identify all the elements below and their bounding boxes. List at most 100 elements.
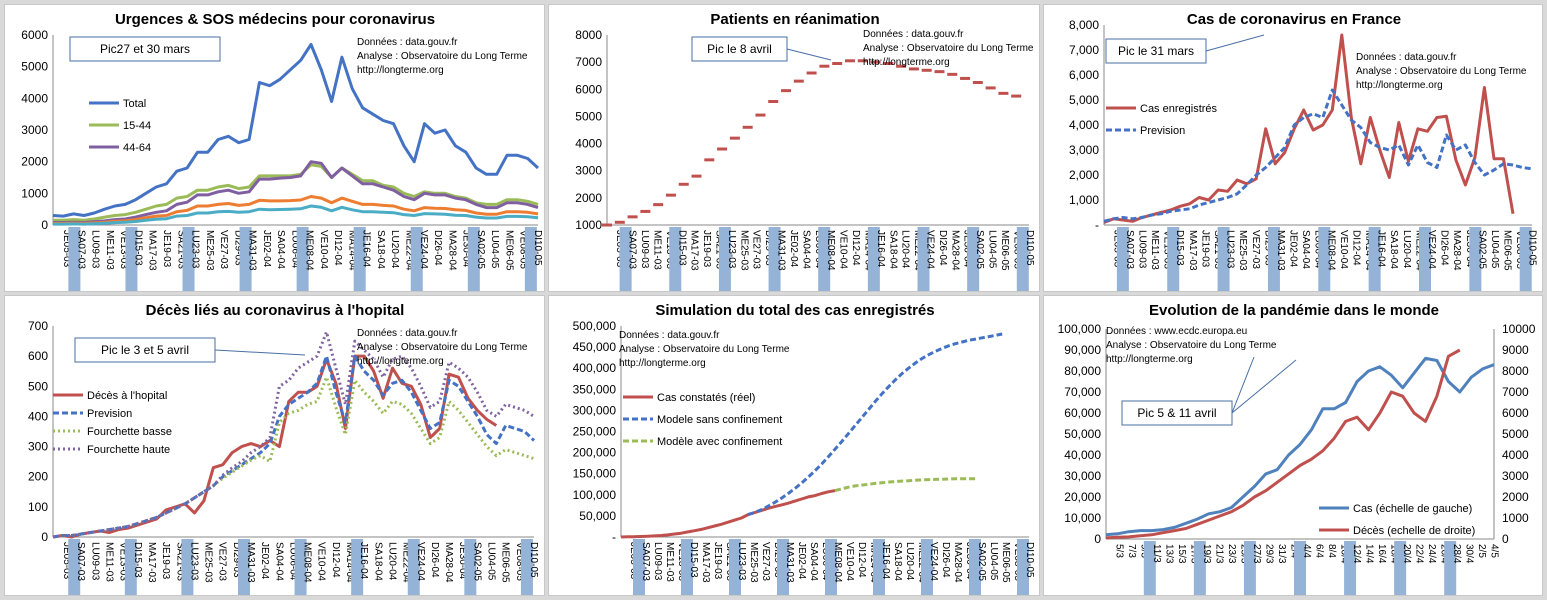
x-tick-label: 23/3 bbox=[1226, 544, 1237, 564]
series-line bbox=[747, 332, 1003, 517]
x-tick-label: VE24-04 bbox=[1426, 230, 1437, 269]
x-tick-label: 20/4 bbox=[1401, 544, 1412, 564]
y-tick-label: 20,000 bbox=[1064, 490, 1101, 504]
y-tick-label: 6,000 bbox=[1069, 68, 1099, 82]
source-note: http://longterme.org bbox=[357, 65, 444, 76]
y-tick-label: 100 bbox=[28, 500, 48, 514]
x-tick-label: SA07-03 bbox=[627, 230, 638, 269]
y-tick-label: 100,000 bbox=[1058, 322, 1102, 336]
x-tick-label: VE08-05 bbox=[518, 230, 529, 269]
x-label-highlight bbox=[181, 539, 194, 595]
x-tick-label: MA31-03 bbox=[776, 230, 787, 271]
x-tick-label: JE05-03 bbox=[1111, 230, 1122, 268]
y-tick-label: 450,000 bbox=[573, 340, 617, 354]
source-note: Analyse : Observatoire du Long Terme bbox=[1106, 340, 1277, 351]
x-tick-label: 15/3 bbox=[1176, 544, 1187, 564]
x-tick-label: 31/3 bbox=[1276, 544, 1287, 564]
x-label-highlight bbox=[867, 227, 880, 291]
series-line bbox=[1105, 348, 1461, 540]
x-tick-label: SA04-04 bbox=[1300, 230, 1311, 269]
x-tick-label: ME25-03 bbox=[738, 230, 749, 271]
callout-text: Pic le 8 avril bbox=[707, 42, 772, 56]
x-tick-label: MA31-03 bbox=[1275, 230, 1286, 271]
series-line bbox=[53, 195, 539, 225]
x-label-highlight bbox=[619, 227, 632, 291]
legend-label: Total bbox=[123, 98, 146, 110]
chart-panel-reanimation: Patients en réanimation 1000 2000 3000 4000 5… bbox=[548, 4, 1040, 292]
source-note: http://longterme.org bbox=[357, 356, 444, 367]
x-tick-label: LU04-05 bbox=[1489, 230, 1500, 269]
y-tick-label: - bbox=[612, 530, 616, 544]
x-tick-label: SA18-04 bbox=[892, 542, 903, 581]
x-tick-label: DI29-03 bbox=[231, 542, 242, 578]
source-note: Données : data.gouv.fr bbox=[863, 29, 964, 40]
series-line bbox=[834, 477, 976, 493]
x-label-highlight bbox=[294, 539, 307, 595]
y-tick-label: 150,000 bbox=[573, 467, 617, 481]
x-tick-label: SA02-05 bbox=[1476, 230, 1487, 269]
x-label-highlight bbox=[237, 539, 250, 595]
x-label-highlight bbox=[1267, 227, 1280, 291]
x-tick-label: LU23-03 bbox=[726, 230, 737, 269]
chart-urgences: Urgences & SOS médecins pour coronavirus… bbox=[21, 11, 543, 291]
y-tick-label: 60,000 bbox=[1064, 406, 1101, 420]
x-label-highlight bbox=[1469, 227, 1482, 291]
y-tick-label-right: 9000 bbox=[1502, 343, 1529, 357]
x-tick-label: VE27-03 bbox=[217, 542, 228, 581]
x-tick-label: ME11-03 bbox=[664, 542, 675, 582]
x-tick-label: SA18-04 bbox=[375, 230, 386, 269]
y-tick-label: 80,000 bbox=[1064, 364, 1101, 378]
x-label-highlight bbox=[768, 227, 781, 291]
x-label-highlight bbox=[873, 539, 885, 595]
legend-label: Décès (echelle de droite) bbox=[1353, 525, 1475, 537]
y-tick-label: 7000 bbox=[575, 55, 602, 69]
y-tick-label: 5000 bbox=[21, 60, 48, 74]
y-tick-label: 40,000 bbox=[1064, 448, 1101, 462]
x-tick-label: SA04-04 bbox=[275, 230, 286, 269]
x-label-highlight bbox=[818, 227, 831, 291]
y-tick-label: 100,000 bbox=[573, 488, 617, 502]
x-label-highlight bbox=[729, 539, 741, 595]
callout-pointer bbox=[214, 349, 306, 356]
series-line bbox=[1103, 33, 1515, 224]
x-tick-label: 9/3 bbox=[1138, 544, 1149, 558]
x-tick-label: MA17-03 bbox=[700, 542, 711, 583]
x-tick-label: SA07-03 bbox=[1124, 230, 1135, 269]
series-line bbox=[1105, 356, 1495, 537]
x-tick-label: ME22-04 bbox=[1413, 230, 1424, 271]
x-tick-label: 11/3 bbox=[1151, 544, 1162, 563]
x-tick-label: LU23-03 bbox=[188, 542, 199, 581]
y-tick-label: 90,000 bbox=[1064, 343, 1101, 357]
x-tick-label: JE02-04 bbox=[788, 230, 799, 268]
y-tick-label: 0 bbox=[1094, 532, 1101, 546]
x-tick-label: MA17-03 bbox=[1187, 230, 1198, 271]
x-tick-label: 10/4 bbox=[1339, 544, 1350, 564]
x-tick-label: SA18-04 bbox=[372, 542, 383, 581]
y-tick-label: 1000 bbox=[21, 186, 48, 200]
x-tick-label: JE19-03 bbox=[701, 230, 712, 268]
x-label-highlight bbox=[353, 227, 366, 291]
x-tick-label: VE27-03 bbox=[1250, 230, 1261, 269]
source-note: Données : data.gouv.fr bbox=[619, 330, 720, 341]
x-tick-label: JE19-03 bbox=[161, 230, 172, 268]
x-tick-label: DI10-05 bbox=[1527, 230, 1538, 266]
x-tick-label: SA07-03 bbox=[640, 542, 651, 581]
y-tick-label: 300 bbox=[28, 440, 48, 454]
y-tick-label-right: 3000 bbox=[1502, 469, 1529, 483]
x-tick-label: MA14-04 bbox=[344, 542, 355, 583]
x-tick-label: LU20-04 bbox=[904, 542, 915, 581]
x-label-highlight bbox=[681, 539, 693, 595]
x-tick-label: ME22-04 bbox=[401, 542, 412, 583]
legend-label: 15-44 bbox=[123, 120, 151, 132]
y-tick-label-right: 5000 bbox=[1502, 427, 1529, 441]
x-tick-label: VE24-04 bbox=[925, 230, 936, 269]
x-tick-label: VE24-04 bbox=[415, 542, 426, 581]
y-tick-label-right: 4000 bbox=[1502, 448, 1529, 462]
legend-label: Modele sans confinement bbox=[657, 414, 782, 426]
x-tick-label: ME25-03 bbox=[1237, 230, 1248, 271]
x-tick-label: DI15-03 bbox=[688, 542, 699, 578]
y-tick-label: 3000 bbox=[21, 123, 48, 137]
series-line bbox=[620, 489, 836, 539]
x-tick-label: JE30-04 bbox=[461, 230, 472, 268]
x-tick-label: DI15-03 bbox=[132, 230, 143, 266]
